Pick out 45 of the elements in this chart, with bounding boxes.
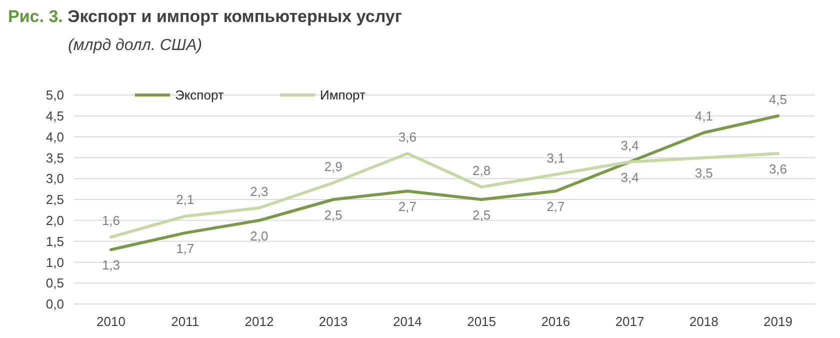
data-label: 3,6 — [398, 130, 416, 145]
legend-label: Экспорт — [175, 88, 224, 103]
x-tick-label: 2012 — [244, 314, 274, 329]
data-label: 3,4 — [620, 138, 639, 153]
y-tick-label: 1,0 — [46, 254, 64, 270]
x-tick-label: 2016 — [541, 314, 570, 329]
data-label: 2,3 — [250, 184, 268, 199]
y-tick-label: 1,5 — [46, 234, 64, 249]
data-label: 4,5 — [768, 92, 788, 107]
y-tick-label: 3,0 — [46, 171, 64, 186]
data-label: 1,6 — [102, 213, 120, 228]
data-label: 2,8 — [472, 162, 491, 178]
data-label: 2,9 — [324, 158, 342, 174]
chart-subtitle: (млрд долл. США) — [68, 37, 202, 54]
y-tick-label: 2,5 — [46, 192, 64, 208]
data-label: 2,7 — [398, 199, 416, 214]
y-tick-label: 0,5 — [46, 276, 64, 291]
data-label: 1,7 — [176, 240, 194, 256]
x-tick-label: 2019 — [764, 314, 792, 329]
data-label: 1,3 — [102, 258, 120, 273]
data-label: 2,5 — [324, 208, 342, 222]
data-label: 3,4 — [620, 170, 639, 185]
data-label: 4,1 — [694, 108, 713, 124]
x-tick-label: 2018 — [689, 314, 718, 329]
y-tick-label: 3,5 — [46, 150, 64, 166]
y-tick-label: 5,0 — [46, 88, 64, 103]
data-label: 2,5 — [472, 208, 491, 222]
y-tick-label: 4,5 — [46, 108, 64, 124]
x-tick-label: 2013 — [318, 314, 348, 329]
data-label: 3,5 — [694, 166, 713, 181]
data-label: 3,6 — [768, 162, 788, 177]
x-tick-label: 2015 — [467, 314, 496, 329]
chart-title: Рис. 3. Экспорт и импорт компьютерных услуг — [8, 7, 402, 26]
y-tick-label: 0,0 — [46, 296, 64, 312]
legend-label: Импорт — [320, 88, 366, 103]
x-tick-label: 2014 — [392, 314, 422, 329]
data-label: 2,7 — [546, 199, 565, 214]
data-label: 3,1 — [546, 150, 565, 166]
data-label: 2,0 — [250, 228, 268, 244]
y-tick-label: 4,0 — [46, 129, 64, 144]
x-tick-label: 2011 — [171, 314, 200, 329]
x-tick-label: 2010 — [96, 314, 126, 329]
x-tick-label: 2017 — [615, 314, 644, 329]
y-tick-label: 2,0 — [46, 212, 64, 228]
data-label: 2,1 — [176, 192, 194, 208]
